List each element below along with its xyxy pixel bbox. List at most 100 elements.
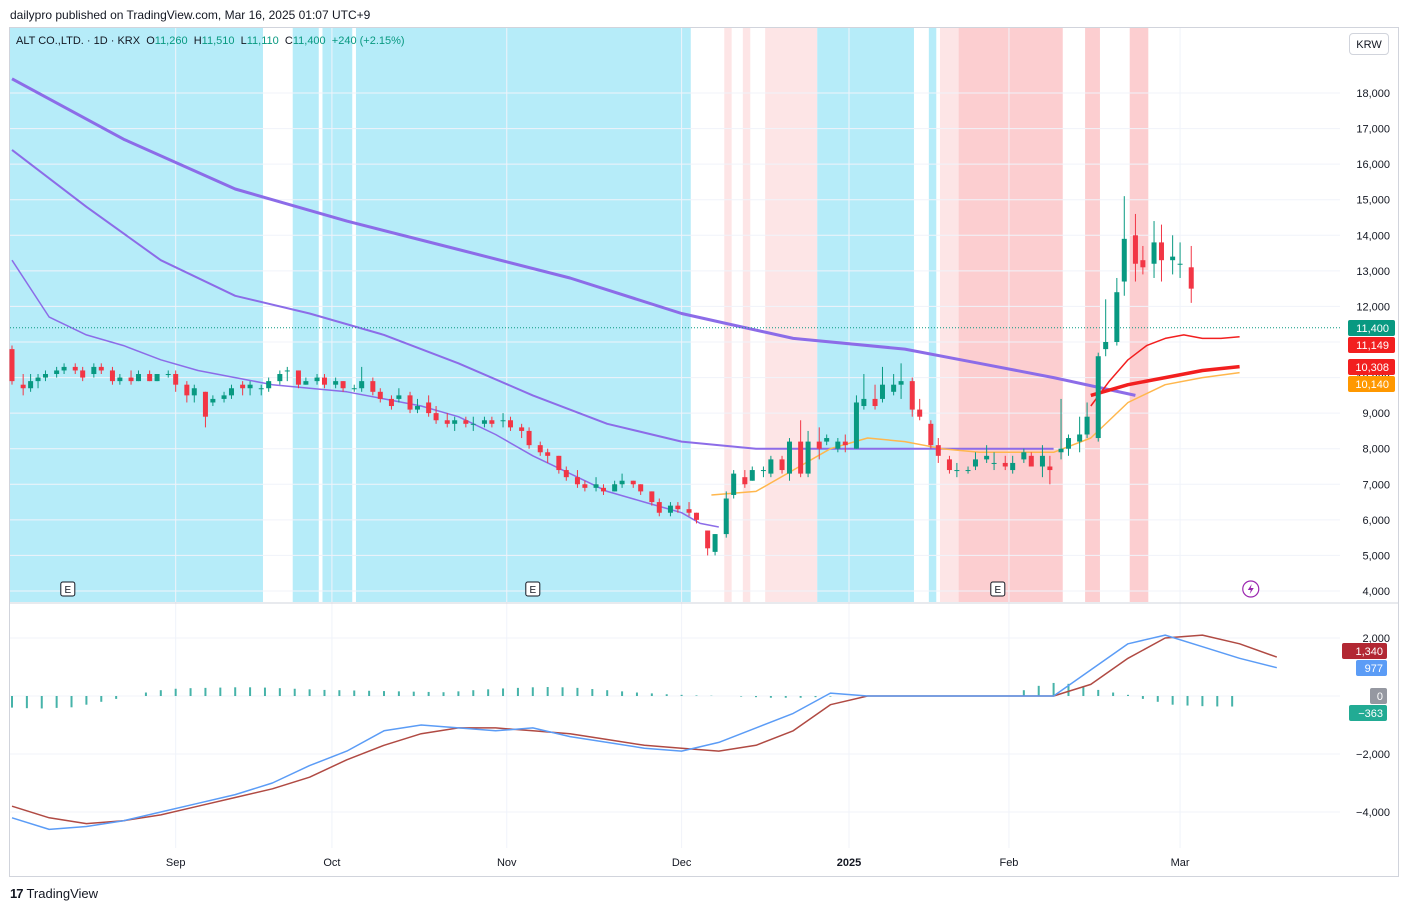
candle-body [228, 388, 234, 396]
ma-red-line [1090, 334, 1240, 407]
price-axis-tick: 5,000 [1362, 550, 1390, 562]
candle-body [1002, 462, 1008, 467]
macd-histogram-bar [1127, 694, 1129, 696]
macd-histogram-bar [755, 696, 757, 698]
candle-body [972, 459, 978, 467]
candle-body [500, 420, 506, 422]
candle-body [154, 374, 160, 382]
macd-histogram-bar [1037, 685, 1040, 696]
macd-histogram-bar [561, 687, 564, 696]
macd-histogram-bar [576, 687, 579, 696]
chart-frame [9, 27, 1399, 877]
background-zone [724, 28, 732, 602]
candle-body [593, 484, 599, 488]
price-label-badge [1348, 359, 1395, 375]
candle-body [984, 455, 990, 460]
background-zone [1129, 28, 1149, 602]
macd-histogram-bar [234, 687, 237, 696]
candle-body [165, 374, 171, 376]
candle-body [946, 459, 952, 471]
candle-body [191, 388, 197, 396]
ma-120-line [11, 149, 1054, 450]
macd-histogram-bar [1082, 686, 1085, 696]
macd-value-badge [1349, 705, 1387, 721]
candle-body [723, 498, 729, 535]
candle-body [872, 398, 878, 407]
macd-axis-tick: −2,000 [1356, 749, 1390, 761]
macd-histogram-bar [397, 691, 400, 696]
macd-value-text: 977 [1365, 663, 1383, 675]
candle-body [686, 509, 692, 513]
macd-histogram-bar [546, 687, 549, 696]
ma-red-thick-line [1090, 364, 1240, 398]
macd-histogram-bar [1022, 690, 1025, 696]
candle-body [452, 420, 458, 424]
background-zone [10, 28, 263, 602]
macd-histogram-bar [189, 688, 192, 696]
candle-body [798, 441, 804, 474]
earnings-marker-label: E [994, 585, 1001, 596]
time-axis-tick: Nov [497, 857, 517, 869]
macd-histogram-bar [695, 695, 698, 696]
macd-line [11, 634, 1277, 831]
macd-histogram-bar [784, 696, 787, 698]
candle-body [545, 452, 551, 456]
time-axis-tick: Mar [1171, 857, 1190, 869]
candle-body [742, 477, 748, 485]
candle-body [359, 381, 365, 389]
macd-histogram-bar [531, 687, 534, 696]
candle-body [891, 384, 897, 392]
earnings-marker [990, 581, 1006, 597]
candle-body [805, 441, 811, 474]
macd-histogram-bar [502, 688, 505, 696]
candle-body [649, 491, 655, 503]
macd-histogram-bar [665, 694, 668, 696]
macd-histogram-bar [591, 689, 594, 696]
candle-body [1158, 242, 1164, 261]
candle-body [147, 374, 153, 382]
candle-body [786, 441, 792, 474]
candle-body [861, 398, 867, 407]
macd-axis-tick: 2,000 [1362, 633, 1390, 645]
ma-60-line [11, 259, 719, 528]
footer-brand[interactable]: 17 TradingView [10, 886, 98, 901]
brand-name: TradingView [26, 886, 99, 901]
candle-body [824, 438, 830, 442]
macd-histogram-bar [814, 696, 817, 698]
macd-histogram-bar [383, 691, 385, 696]
price-label-badge [1348, 376, 1395, 392]
candle-body [1065, 438, 1071, 449]
candle-body [295, 370, 301, 385]
candle-body [54, 370, 60, 375]
candle-body [1028, 455, 1034, 467]
candle-body [600, 487, 606, 492]
candle-body [258, 388, 264, 390]
candle-body [853, 402, 859, 449]
macd-histogram-bar [472, 690, 475, 696]
macd-histogram-bar [55, 696, 58, 708]
macd-histogram-bar [368, 690, 371, 696]
macd-histogram-bar [621, 691, 624, 696]
candle-body [630, 480, 636, 485]
candle-body [1084, 416, 1090, 435]
macd-histogram-bar [159, 690, 162, 696]
candle-body [351, 388, 357, 390]
candle-body [135, 374, 141, 382]
candle-body [1077, 434, 1083, 442]
symbol-legend: ALT CO.,LTD. · 1D · KRX O11,260 H11,510 … [16, 35, 405, 47]
currency-button[interactable]: KRW [1349, 33, 1389, 55]
candle-body [1177, 263, 1183, 265]
macd-axis-tick: −4,000 [1356, 807, 1390, 819]
macd-histogram-bar [412, 691, 415, 696]
macd-histogram-bar [1052, 682, 1055, 696]
close-label: C [284, 35, 293, 47]
macd-histogram-bar [293, 688, 296, 696]
price-label-text: 10,308 [1355, 362, 1389, 374]
price-axis-tick: 7,000 [1362, 479, 1390, 491]
candle-body [1103, 342, 1109, 350]
macd-histogram-bar [1231, 696, 1234, 707]
candle-body [80, 370, 86, 378]
candle-body [1140, 260, 1146, 268]
macd-histogram-bar [740, 696, 743, 697]
